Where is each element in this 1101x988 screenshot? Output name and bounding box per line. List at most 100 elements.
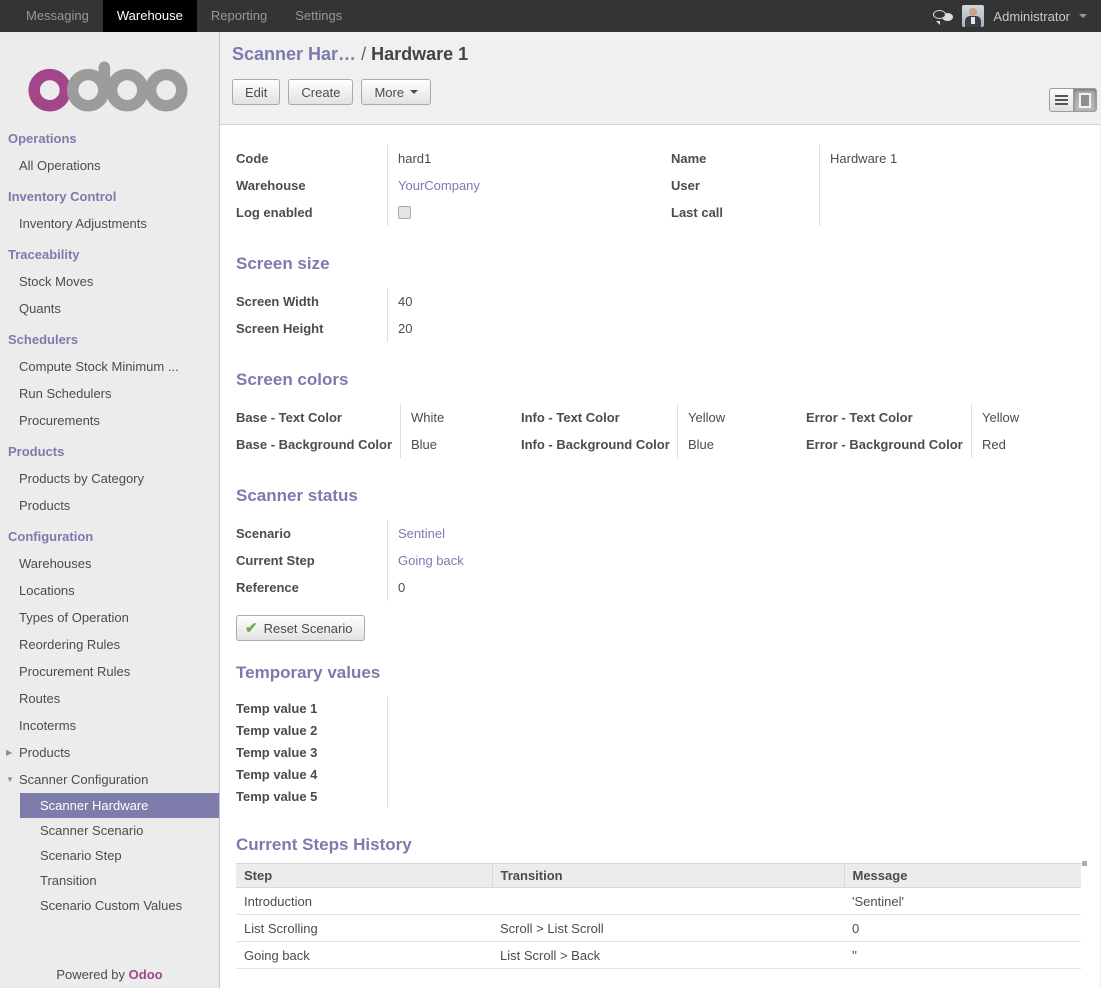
section-configuration: Configuration	[8, 529, 94, 544]
name-value: Hardware 1	[830, 151, 898, 166]
column-header-transition[interactable]: Transition	[492, 863, 845, 888]
topbar-right: Administrator	[933, 0, 1101, 32]
info-text-color-value: Yellow	[688, 410, 726, 425]
scanner-status-title: Scanner status	[236, 486, 358, 505]
cell-transition	[492, 887, 844, 915]
speech-bubble-icon	[933, 9, 947, 19]
sidebar-item-products-config[interactable]: ▶ Products	[0, 739, 219, 766]
table-row[interactable]: Introduction 'Sentinel'	[236, 887, 1081, 915]
more-button[interactable]: More	[361, 79, 432, 105]
sidebar-item-scanner-hardware[interactable]: Scanner Hardware	[20, 793, 219, 818]
cell-step: List Scrolling	[236, 914, 492, 942]
group-screen-colors: Base - Text Color Base - Background Colo…	[236, 398, 1091, 464]
base-text-color-value: White	[411, 410, 445, 425]
group-scanner-status: Scenario Current Step Reference Sentinel…	[236, 514, 796, 607]
form-view: Code Warehouse Log enabled hard1 YourCom…	[220, 125, 1101, 969]
current-step-link[interactable]: Going back	[398, 553, 464, 568]
chevron-right-icon: ▶	[6, 748, 13, 757]
sidebar-item-products[interactable]: Products	[19, 498, 71, 513]
chevron-down-icon[interactable]	[1079, 14, 1087, 18]
current-steps-history-title: Current Steps History	[236, 835, 412, 854]
sidebar-item-scenario-step[interactable]: Scenario Step	[40, 848, 122, 863]
check-icon: ✔	[245, 619, 258, 637]
sidebar-item-products-by-category[interactable]: Products by Category	[19, 471, 145, 486]
tab-messaging[interactable]: Messaging	[26, 8, 89, 23]
avatar-shirt	[971, 17, 976, 24]
tab-settings[interactable]: Settings	[295, 8, 343, 23]
sidebar-item-run-schedulers[interactable]: Run Schedulers	[19, 386, 112, 401]
breadcrumb-parent-link[interactable]: Scanner Har…	[232, 44, 357, 64]
create-button[interactable]: Create	[288, 79, 354, 105]
sidebar-item-routes[interactable]: Routes	[19, 691, 61, 706]
odoo-logo	[0, 32, 219, 121]
list-icon	[1055, 95, 1068, 106]
sidebar-item-stock-moves[interactable]: Stock Moves	[19, 274, 94, 289]
cell-step: Going back	[236, 941, 492, 969]
sidebar-item-warehouses[interactable]: Warehouses	[19, 556, 92, 571]
messages-icon[interactable]	[933, 9, 954, 25]
base-text-color-label: Base - Text Color	[236, 410, 342, 425]
sidebar-item-incoterms[interactable]: Incoterms	[19, 718, 77, 733]
sidebar-item-locations[interactable]: Locations	[19, 583, 75, 598]
sidebar-item-reordering-rules[interactable]: Reordering Rules	[19, 637, 121, 652]
user-menu[interactable]: Administrator	[993, 8, 1070, 24]
sidebar-item-quants[interactable]: Quants	[19, 301, 61, 316]
sidebar-item-types-of-operation[interactable]: Types of Operation	[19, 610, 129, 625]
sidebar-item-label: Scanner Configuration	[19, 772, 149, 787]
more-button-label: More	[374, 84, 405, 100]
user-value	[830, 172, 1091, 199]
warehouse-link[interactable]: YourCompany	[398, 178, 480, 193]
speech-bubble-tail	[936, 20, 941, 25]
warehouse-label: Warehouse	[236, 178, 306, 193]
breadcrumb: Scanner Har… / Hardware 1	[232, 44, 1097, 65]
sidebar-item-procurement-rules[interactable]: Procurement Rules	[19, 664, 131, 679]
tab-reporting[interactable]: Reporting	[210, 8, 268, 23]
temp-value-1-label: Temp value 1	[236, 700, 318, 716]
main-panel: Scanner Har… / Hardware 1 Edit Create More	[220, 32, 1101, 988]
form-view-button[interactable]	[1073, 88, 1097, 112]
sidebar-item-transition[interactable]: Transition	[40, 873, 97, 888]
group-temporary-values: Temp value 1 Temp value 2 Temp value 3 T…	[236, 691, 796, 813]
sidebar-item-all-operations[interactable]: All Operations	[19, 158, 101, 173]
avatar[interactable]	[962, 5, 985, 27]
button-row: Edit Create More	[232, 79, 1097, 105]
scenario-link[interactable]: Sentinel	[398, 526, 445, 541]
reset-scenario-label: Reset Scenario	[263, 620, 353, 636]
group-screen-size: Screen Width Screen Height 40 20	[236, 282, 796, 348]
chevron-down-icon: ▼	[6, 775, 14, 784]
temp-value-2-label: Temp value 2	[236, 722, 318, 738]
reset-scenario-button[interactable]: ✔ Reset Scenario	[236, 615, 366, 641]
section-products: Products	[8, 444, 65, 459]
tab-warehouse[interactable]: Warehouse	[102, 0, 197, 32]
sidebar-item-inventory-adjustments[interactable]: Inventory Adjustments	[19, 216, 147, 231]
list-view-button[interactable]	[1049, 88, 1073, 112]
error-text-color-value: Yellow	[982, 410, 1020, 425]
base-background-color-value: Blue	[411, 437, 438, 452]
log-enabled-label: Log enabled	[236, 205, 313, 220]
group-general-right: Name User Last call Hardware 1	[671, 145, 1091, 226]
info-background-color-label: Info - Background Color	[521, 437, 670, 452]
table-row[interactable]: Going back List Scroll > Back ''	[236, 941, 1081, 969]
current-step-label: Current Step	[236, 553, 315, 568]
sidebar-item-procurements[interactable]: Procurements	[19, 413, 100, 428]
sidebar-item-scenario-custom-values[interactable]: Scenario Custom Values	[40, 898, 183, 913]
sidebar-item-compute-stock-minimum[interactable]: Compute Stock Minimum ...	[19, 359, 179, 374]
sidebar-item-scanner-configuration[interactable]: ▼ Scanner Configuration	[0, 766, 219, 793]
powered-by-text: Powered by	[56, 967, 126, 982]
name-label: Name	[671, 151, 707, 166]
column-header-step[interactable]: Step	[236, 863, 493, 888]
edit-button[interactable]: Edit	[232, 79, 281, 105]
error-background-color-value: Red	[982, 437, 1006, 452]
sidebar-item-scanner-scenario[interactable]: Scanner Scenario	[40, 823, 144, 838]
group-general: Code Warehouse Log enabled hard1 YourCom…	[236, 139, 1091, 232]
breadcrumb-current: Hardware 1	[371, 44, 469, 64]
error-background-color-label: Error - Background Color	[806, 437, 963, 452]
screen-size-title: Screen size	[236, 254, 330, 273]
log-enabled-checkbox	[398, 206, 411, 219]
resize-handle[interactable]	[1082, 861, 1087, 866]
column-header-message[interactable]: Message	[844, 863, 1081, 888]
temp-value-3-label: Temp value 3	[236, 744, 318, 760]
table-row[interactable]: List Scrolling Scroll > List Scroll 0	[236, 914, 1081, 942]
cell-message: ''	[844, 941, 1081, 969]
